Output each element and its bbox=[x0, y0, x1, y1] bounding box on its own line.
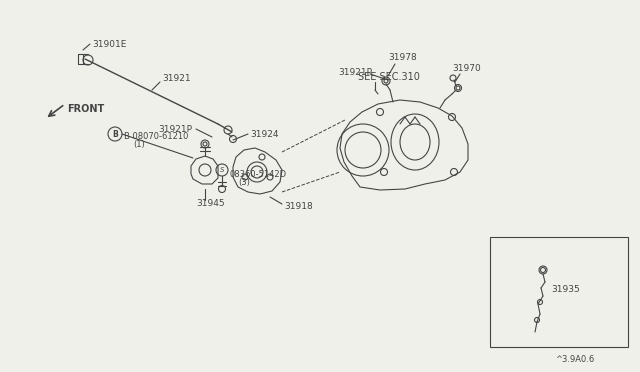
Text: 31978: 31978 bbox=[388, 52, 417, 61]
Text: (3): (3) bbox=[238, 177, 250, 186]
Text: (1): (1) bbox=[133, 140, 145, 148]
Text: B 08070-61210: B 08070-61210 bbox=[124, 131, 188, 141]
Text: 31935: 31935 bbox=[551, 285, 580, 295]
Text: 31921P: 31921P bbox=[158, 125, 192, 134]
Text: 08360-5142D: 08360-5142D bbox=[230, 170, 287, 179]
Text: 31921P: 31921P bbox=[338, 67, 372, 77]
Text: 31921: 31921 bbox=[162, 74, 191, 83]
Text: SEE SEC.310: SEE SEC.310 bbox=[358, 72, 420, 82]
Text: 31924: 31924 bbox=[250, 129, 278, 138]
Text: 31901E: 31901E bbox=[92, 39, 126, 48]
Text: S: S bbox=[220, 167, 224, 173]
Text: 31945: 31945 bbox=[196, 199, 225, 208]
Bar bbox=[490, 237, 628, 347]
Text: ^3.9A0.6: ^3.9A0.6 bbox=[555, 356, 595, 365]
Text: 31918: 31918 bbox=[284, 202, 313, 211]
Text: FRONT: FRONT bbox=[67, 104, 104, 114]
Text: B: B bbox=[112, 129, 118, 138]
Text: 31970: 31970 bbox=[452, 64, 481, 73]
